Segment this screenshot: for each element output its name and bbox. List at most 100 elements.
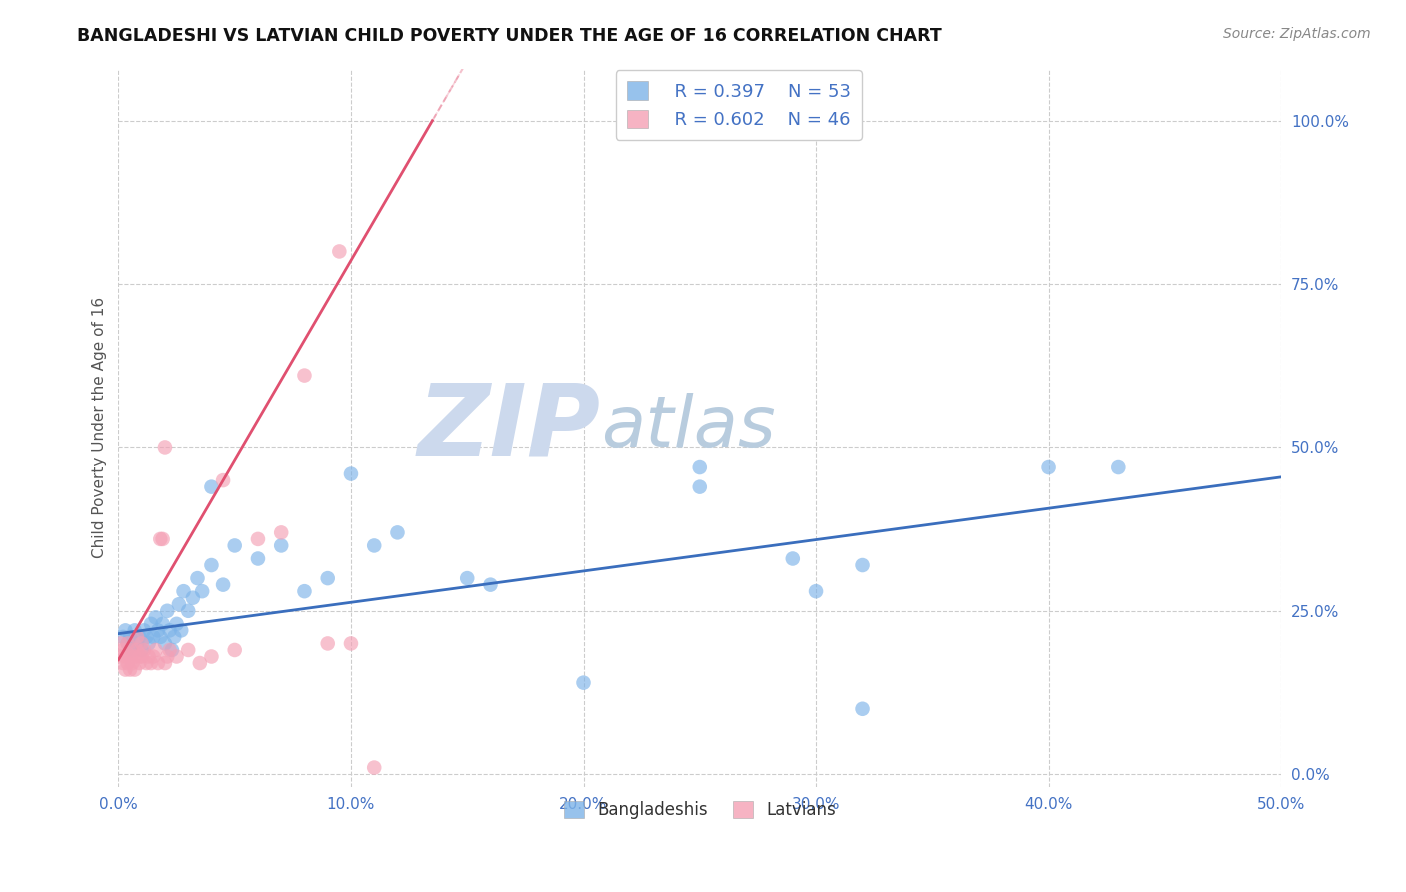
Point: [121, 643, 143, 657]
Point: [212, 473, 235, 487]
Point: [186, 571, 208, 585]
Point: [1107, 460, 1129, 475]
Point: [131, 649, 153, 664]
Point: [132, 643, 155, 657]
Point: [120, 630, 142, 644]
Point: [294, 368, 316, 383]
Point: [124, 624, 146, 638]
Point: [1038, 460, 1060, 475]
Point: [170, 624, 193, 638]
Point: [135, 630, 157, 644]
Text: BANGLADESHI VS LATVIAN CHILD POVERTY UNDER THE AGE OF 16 CORRELATION CHART: BANGLADESHI VS LATVIAN CHILD POVERTY UND…: [77, 27, 942, 45]
Point: [128, 649, 150, 664]
Point: [166, 649, 188, 664]
Point: [125, 630, 148, 644]
Point: [224, 643, 246, 657]
Point: [851, 702, 873, 716]
Point: [110, 636, 132, 650]
Point: [112, 643, 135, 657]
Point: [782, 551, 804, 566]
Point: [146, 656, 169, 670]
Point: [188, 656, 211, 670]
Point: [167, 597, 190, 611]
Point: [363, 538, 385, 552]
Point: [163, 630, 186, 644]
Point: [132, 624, 155, 638]
Point: [142, 649, 165, 664]
Point: [152, 616, 174, 631]
Point: [117, 636, 139, 650]
Point: [224, 538, 246, 552]
Point: [479, 577, 502, 591]
Point: [156, 649, 179, 664]
Point: [139, 616, 162, 631]
Point: [128, 656, 150, 670]
Point: [191, 584, 214, 599]
Point: [124, 649, 146, 664]
Point: [212, 577, 235, 591]
Point: [152, 532, 174, 546]
Point: [131, 643, 153, 657]
Point: [851, 558, 873, 572]
Point: [120, 649, 142, 664]
Point: [139, 656, 162, 670]
Point: [117, 636, 139, 650]
Point: [149, 532, 172, 546]
Point: [159, 643, 181, 657]
Point: [270, 525, 292, 540]
Point: [114, 624, 136, 638]
Point: [177, 643, 200, 657]
Point: [146, 624, 169, 638]
Point: [246, 551, 269, 566]
Point: [120, 663, 142, 677]
Point: [246, 532, 269, 546]
Point: [159, 624, 181, 638]
Point: [316, 571, 339, 585]
Point: [160, 643, 183, 657]
Point: [200, 480, 222, 494]
Point: [125, 643, 148, 657]
Point: [121, 643, 143, 657]
Point: [124, 663, 146, 677]
Point: [110, 649, 132, 664]
Point: [153, 636, 176, 650]
Point: [387, 525, 409, 540]
Point: [456, 571, 478, 585]
Point: [145, 610, 167, 624]
Y-axis label: Child Poverty Under the Age of 16: Child Poverty Under the Age of 16: [93, 297, 107, 558]
Text: atlas: atlas: [600, 393, 776, 462]
Point: [316, 636, 339, 650]
Point: [689, 460, 711, 475]
Point: [112, 656, 135, 670]
Point: [138, 649, 160, 664]
Point: [125, 636, 148, 650]
Point: [572, 675, 595, 690]
Point: [145, 643, 167, 657]
Text: ZIP: ZIP: [418, 379, 600, 476]
Point: [135, 656, 157, 670]
Point: [340, 636, 363, 650]
Point: [200, 558, 222, 572]
Point: [181, 591, 204, 605]
Point: [138, 636, 160, 650]
Text: Source: ZipAtlas.com: Source: ZipAtlas.com: [1223, 27, 1371, 41]
Point: [200, 649, 222, 664]
Point: [114, 663, 136, 677]
Point: [804, 584, 827, 599]
Point: [156, 604, 179, 618]
Point: [153, 441, 176, 455]
Point: [173, 584, 195, 599]
Point: [177, 604, 200, 618]
Point: [142, 630, 165, 644]
Point: [114, 649, 136, 664]
Point: [270, 538, 292, 552]
Point: [153, 656, 176, 670]
Point: [131, 636, 153, 650]
Point: [149, 630, 172, 644]
Point: [128, 630, 150, 644]
Point: [340, 467, 363, 481]
Point: [363, 761, 385, 775]
Point: [121, 656, 143, 670]
Point: [689, 480, 711, 494]
Point: [294, 584, 316, 599]
